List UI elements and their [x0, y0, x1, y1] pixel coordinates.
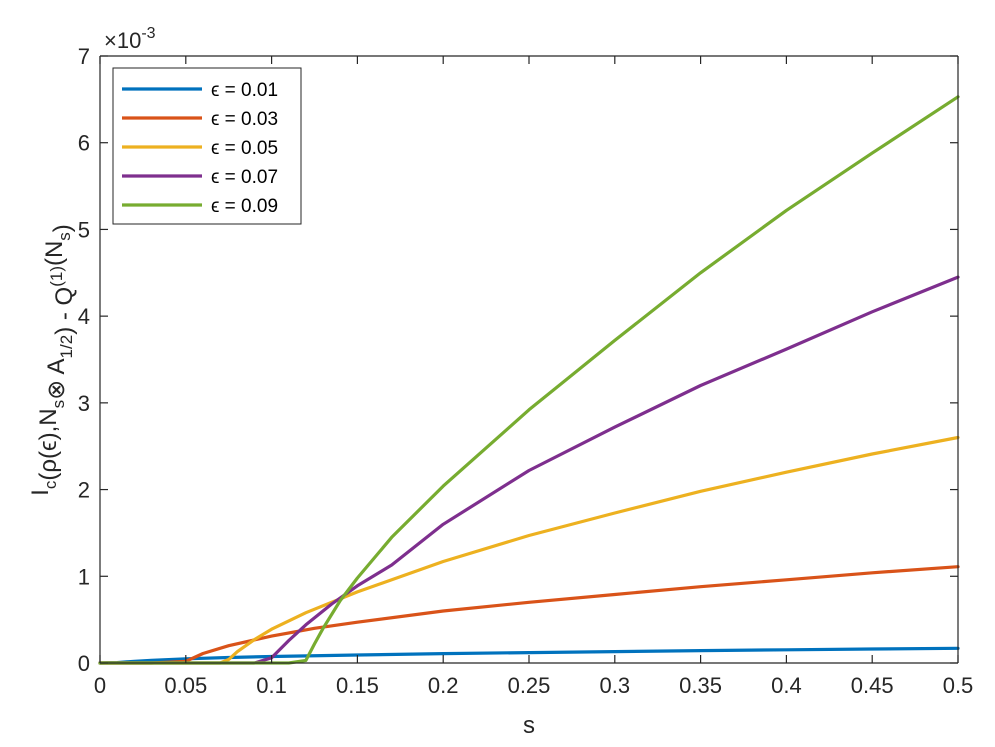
y-tick-label: 4 — [78, 304, 90, 329]
y-label-part: ) - Q — [51, 287, 78, 335]
legend-label: ϵ = 0.03 — [211, 109, 278, 130]
y-tick-label: 1 — [78, 564, 90, 589]
y-tick-label: 6 — [78, 131, 90, 156]
y-tick-label: 7 — [78, 44, 90, 69]
y-axis-label: Ic(ρ(ϵ),Ns⊗ A1/2) - Q(1)(Ns) — [27, 224, 78, 496]
x-tick-label: 0.25 — [508, 673, 551, 698]
x-tick-label: 0.5 — [943, 673, 974, 698]
y-tick-label: 0 — [78, 651, 90, 676]
x-tick-label: 0.1 — [256, 673, 287, 698]
x-tick-label: 0.15 — [336, 673, 379, 698]
y-axis-ticks: 0 1 2 3 4 5 6 7 — [78, 44, 958, 676]
y-label-part: I — [27, 489, 54, 496]
x-tick-label: 0.05 — [164, 673, 207, 698]
series-line-2 — [98, 565, 960, 665]
y-label-part: ⊗ A — [43, 358, 70, 399]
legend: ϵ = 0.01 ϵ = 0.03 ϵ = 0.05 ϵ = 0.07 ϵ = 0.09 — [112, 67, 302, 225]
legend-label: ϵ = 0.09 — [211, 196, 278, 217]
y-label-subscript: c — [41, 480, 60, 489]
y-exponent-base: ×10 — [104, 28, 141, 53]
series-line-4 — [98, 275, 960, 665]
x-tick-label: 0.45 — [851, 673, 894, 698]
x-tick-label: 0 — [94, 673, 106, 698]
legend-label: ϵ = 0.01 — [211, 80, 278, 101]
y-label-part: ) — [49, 224, 76, 232]
y-tick-label: 2 — [78, 478, 90, 503]
y-label-superscript: (1) — [47, 266, 66, 287]
y-tick-label: 5 — [78, 217, 90, 242]
series-line-3 — [98, 435, 960, 665]
y-label-subscript: s — [55, 232, 74, 241]
y-label-subscript: 1/2 — [57, 335, 76, 359]
y-label-part: (ρ(ϵ),N — [35, 408, 62, 480]
y-label-part: (N — [41, 241, 68, 266]
x-tick-label: 0.2 — [428, 673, 459, 698]
x-tick-label: 0.4 — [771, 673, 802, 698]
legend-label: ϵ = 0.05 — [211, 138, 278, 159]
x-axis-ticks: 0 0.05 0.1 0.15 0.2 0.25 0.3 0.35 0.4 0.45 0.5 — [94, 56, 973, 698]
y-exponent-power: -3 — [141, 25, 155, 42]
y-label-subscript: s — [49, 400, 68, 409]
y-exponent-label: ×10-3 — [104, 25, 156, 53]
x-tick-label: 0.35 — [679, 673, 722, 698]
legend-label: ϵ = 0.07 — [211, 167, 278, 188]
y-tick-label: 3 — [78, 391, 90, 416]
x-axis-label: s — [523, 712, 535, 739]
x-tick-label: 0.3 — [600, 673, 631, 698]
series-line-5 — [98, 95, 960, 665]
